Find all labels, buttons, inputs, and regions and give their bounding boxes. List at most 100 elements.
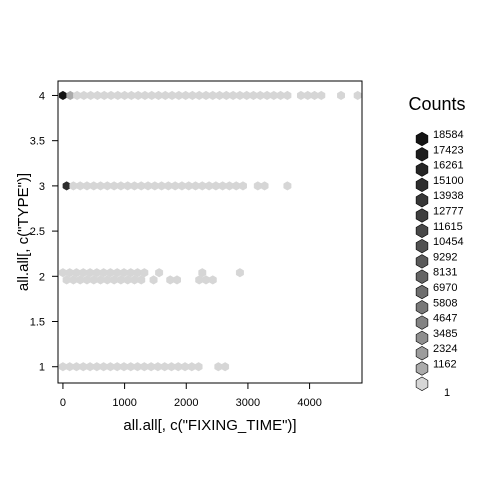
hexbin-cell: [66, 90, 75, 101]
legend-label: 8131: [433, 267, 457, 279]
y-tick-label: 3.5: [30, 136, 45, 148]
hexbin-cell: [221, 362, 230, 372]
hexbin-cell: [133, 362, 142, 372]
hexbin-cell: [83, 275, 91, 285]
legend-swatch: [415, 376, 429, 391]
hexbin-cell: [191, 181, 200, 191]
hexbin-cell: [113, 90, 122, 101]
hexbin-cell: [205, 181, 214, 191]
legend-swatch: [415, 330, 429, 346]
hexbin-cell: [202, 90, 210, 101]
hexbin-cell: [168, 90, 177, 101]
hexbin-cell: [194, 362, 203, 372]
hexbin-cell: [149, 275, 158, 285]
hexbin-cell: [150, 181, 159, 191]
hexbin-cell: [232, 181, 241, 191]
legend-label: 11615: [433, 221, 463, 233]
hexbin-cell: [99, 362, 108, 372]
hexbin-cell: [253, 181, 262, 191]
legend-swatch: [415, 269, 429, 284]
hexbin-cell: [137, 181, 146, 191]
legend-title: Counts: [408, 94, 465, 114]
hexbin-cell: [276, 90, 285, 101]
hexbin-cell: [184, 181, 193, 191]
legend-label: 6970: [433, 282, 457, 294]
legend-label: 15100: [433, 175, 464, 187]
hexbin-cell: [187, 362, 196, 372]
legend-swatch: [415, 254, 429, 269]
legend-label: 16261: [433, 160, 464, 172]
hexbin-cell: [137, 275, 146, 285]
legend-swatch: [415, 177, 429, 193]
hexbin-cell: [225, 181, 234, 191]
hexbin-cell: [174, 362, 183, 372]
hexbin-cell: [235, 90, 244, 101]
hexbin-cell: [147, 90, 156, 101]
hexbin-cell: [166, 275, 175, 285]
hexbin-cell: [188, 90, 197, 101]
hexbin-cell: [107, 90, 115, 101]
hexbin-cell: [181, 362, 189, 372]
hexbin-cell: [123, 181, 132, 191]
hexbin-cell: [269, 90, 278, 101]
hexbin-cell: [100, 90, 109, 101]
hexbin-cell: [303, 90, 312, 101]
hexbin-cell: [195, 275, 204, 285]
hexbin-cell: [153, 362, 162, 372]
hexbin-cell: [181, 90, 190, 101]
y-axis-title: all.all[, c("TYPE")]: [15, 173, 32, 291]
hexbin-cell: [127, 90, 136, 101]
legend-swatch: [415, 208, 429, 223]
hexbin-cell: [76, 275, 85, 285]
hexbin-cell: [155, 268, 164, 278]
hexbin-cell: [73, 90, 82, 101]
legend-label: 9292: [433, 251, 457, 263]
hexbin-cell: [208, 90, 217, 101]
hexbin-cell: [123, 275, 132, 285]
hexbin-cell: [222, 90, 231, 101]
hexbin-cell: [58, 90, 67, 101]
hexbin-cell: [256, 90, 265, 101]
hexbin-cell: [103, 181, 112, 191]
hexbin-cell: [195, 90, 204, 101]
legend-swatch: [415, 300, 429, 315]
hexbin-cell: [58, 268, 67, 278]
legend-label: 12777: [433, 206, 464, 218]
hexbin-cell: [171, 181, 180, 191]
hexbin-cell: [86, 90, 95, 101]
hexbin-cell: [198, 181, 207, 191]
hexagon-bins: [58, 90, 362, 372]
hexbin-cell: [202, 275, 210, 285]
hexbin-cell: [113, 362, 122, 372]
x-axis: 0 1000 2000 3000 4000: [60, 383, 322, 409]
legend-swatch: [415, 193, 429, 208]
hexbin-cell: [260, 181, 269, 191]
hexbin-cell: [154, 90, 163, 101]
x-tick-label: 2000: [174, 397, 198, 409]
hexbin-cell: [69, 181, 78, 191]
legend-swatch: [415, 238, 429, 254]
hexbin-cell: [353, 90, 362, 101]
hexbin-cell: [140, 90, 149, 101]
y-tick-label: 3: [39, 181, 45, 193]
hexbin-cell: [106, 362, 115, 372]
y-axis: 1 1.5 2 2.5 3 3.5 4: [30, 90, 58, 374]
hexbin-cell: [208, 275, 217, 285]
legend-swatch: [415, 315, 429, 330]
hexbin-cell: [235, 268, 244, 278]
x-tick-label: 0: [60, 397, 66, 409]
hexbin-cell: [126, 362, 135, 372]
hexbin-cell: [62, 181, 71, 191]
legend-swatch: [415, 361, 429, 376]
hexbin-cell: [263, 90, 272, 101]
hexbin-cell: [177, 181, 186, 191]
legend-label: 17423: [433, 144, 464, 156]
hexbin-cell: [65, 362, 74, 372]
legend-label: 1: [444, 387, 450, 399]
hexbin-cell: [86, 362, 95, 372]
x-tick-label: 3000: [236, 397, 260, 409]
hexbin-cell: [140, 268, 149, 278]
x-axis-title: all.all[, c("FIXING_TIME")]: [123, 417, 296, 434]
